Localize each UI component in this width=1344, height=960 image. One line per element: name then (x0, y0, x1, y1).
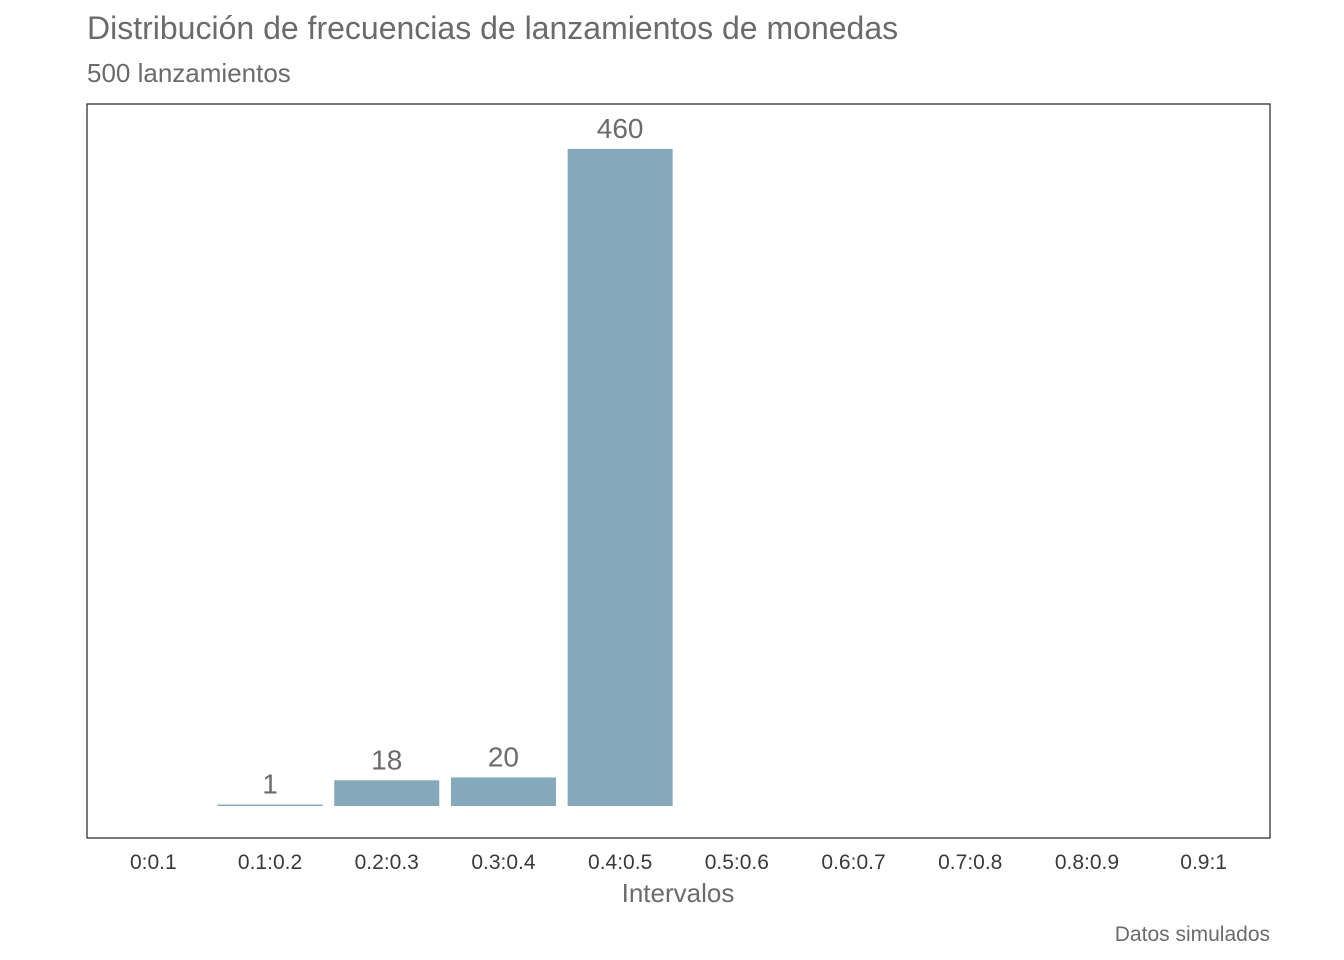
data-label-0.3:0.4: 20 (488, 741, 519, 772)
x-tick-label-0.6:0.7: 0.6:0.7 (821, 851, 885, 874)
x-tick-label-0.1:0.2: 0.1:0.2 (238, 851, 302, 874)
x-tick-label-0.5:0.6: 0.5:0.6 (705, 851, 769, 874)
chart-caption: Datos simulados (1115, 923, 1270, 946)
data-label-0.4:0.5: 460 (597, 113, 644, 144)
bar-0.1:0.2 (217, 804, 323, 806)
data-label-0.1:0.2: 1 (262, 769, 278, 800)
x-axis-title: Intervalos (622, 878, 735, 908)
x-tick-label-0.2:0.3: 0.2:0.3 (355, 851, 419, 874)
bar-0.2:0.3 (334, 780, 440, 806)
x-tick-label-0.7:0.8: 0.7:0.8 (938, 851, 1002, 874)
data-label-0.2:0.3: 18 (371, 744, 402, 775)
bar-0.4:0.5 (567, 148, 673, 807)
x-tick-label-0.3:0.4: 0.3:0.4 (471, 851, 536, 874)
bar-0.3:0.4 (450, 777, 556, 806)
x-tick-labels: 0:0.1 0.1:0.2 0.2:0.3 0.3:0.4 0.4:0.5 0.5:0.6… (130, 851, 1227, 874)
x-tick-label-0:0.1: 0:0.1 (130, 851, 177, 874)
bars-layer (217, 148, 673, 807)
x-tick-label-0.8:0.9: 0.8:0.9 (1055, 851, 1119, 874)
x-tick-label-0.4:0.5: 0.4:0.5 (588, 851, 652, 874)
data-labels-layer: 1 18 20 460 (262, 113, 643, 800)
chart-title: Distribución de frecuencias de lanzamien… (87, 10, 898, 46)
plot-panel-frame (86, 103, 1271, 839)
x-tick-label-0.9:1: 0.9:1 (1180, 851, 1227, 874)
chart-subtitle: 500 lanzamientos (87, 58, 291, 88)
